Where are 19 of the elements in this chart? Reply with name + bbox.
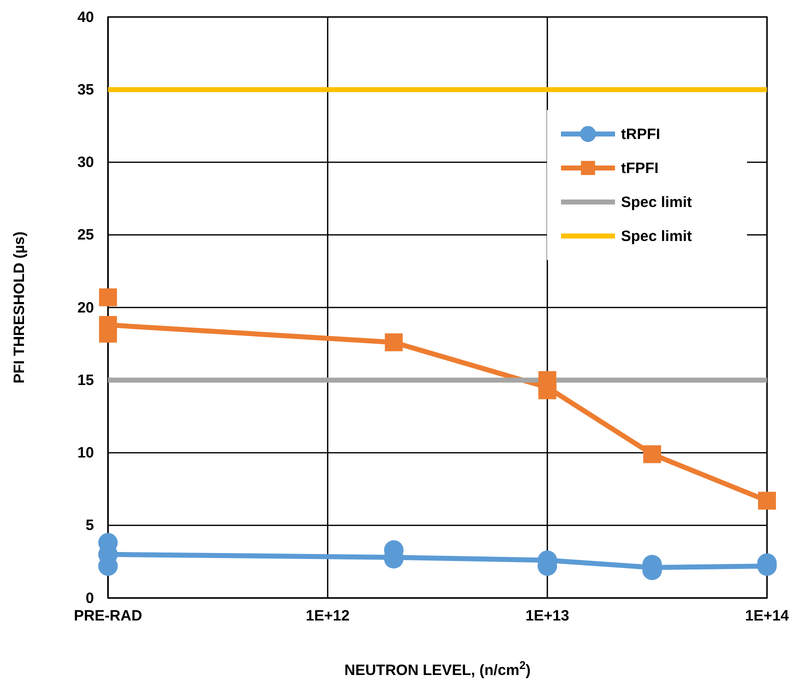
y-tick-label: 10 [77,444,94,462]
legend-label: tFPFI [621,160,658,177]
y-tick-label: 0 [86,590,94,607]
y-tick-label: 15 [77,372,94,389]
y-tick-label: 35 [77,81,94,98]
legend-label: tRPFI [621,126,660,143]
y-axis-title: PFI THRESHOLD (µs) [11,232,28,384]
x-tick-label: 1E+13 [525,608,570,625]
y-tick-label: 25 [77,226,94,244]
y-tick-label: 30 [77,154,94,172]
y-tick-label: 5 [86,517,94,534]
y-tick-label: 20 [77,299,94,316]
x-tick-label: PRE-RAD [74,608,142,625]
y-tick-label: 40 [77,8,94,26]
x-tick-label: 1E+14 [745,608,790,625]
x-axis-title: NEUTRON LEVEL, (n/cm$^{2}$) [344,660,531,679]
legend-label: Spec limit [621,194,692,211]
legend-label: Spec limit [621,228,692,245]
x-tick-label: 1E+12 [306,608,350,625]
